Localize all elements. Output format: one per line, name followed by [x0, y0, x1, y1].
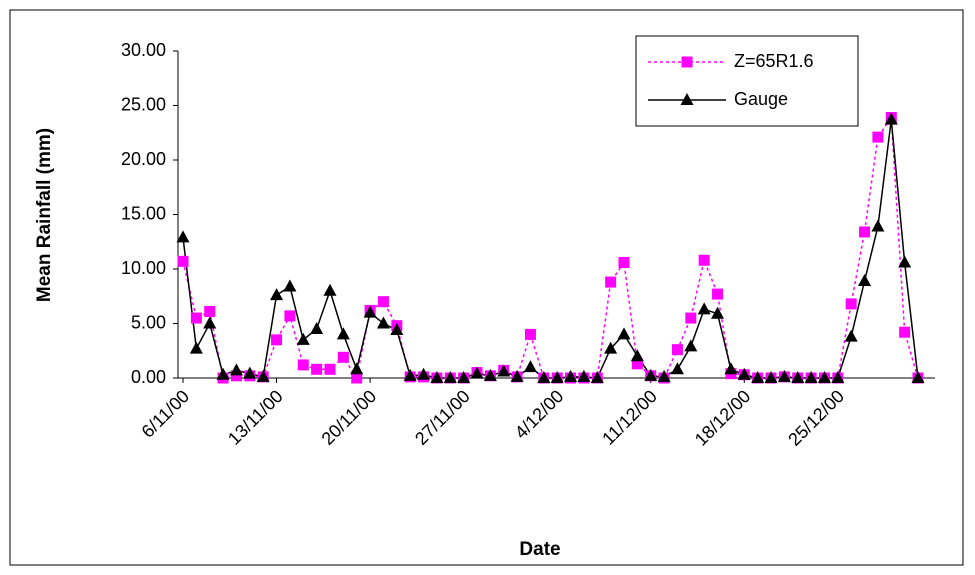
- x-axis-title: Date: [519, 539, 560, 560]
- data-point: [884, 112, 898, 125]
- data-point: [256, 369, 270, 382]
- data-point: [737, 367, 751, 380]
- data-point: [270, 288, 284, 301]
- data-point: [777, 369, 791, 382]
- data-point: [724, 362, 738, 375]
- y-axis-title: Mean Rainfall (mm): [34, 128, 55, 302]
- data-point: [871, 219, 885, 232]
- data-point: [337, 351, 349, 363]
- data-point: [203, 316, 217, 329]
- data-point: [377, 296, 389, 308]
- data-point: [323, 283, 337, 296]
- data-point: [617, 327, 631, 340]
- legend-marker: [681, 56, 693, 68]
- data-point: [363, 305, 377, 318]
- data-point: [497, 364, 511, 377]
- data-point: [324, 363, 336, 375]
- data-point: [817, 371, 831, 383]
- data-point: [577, 369, 591, 382]
- data-point: [697, 302, 711, 315]
- data-point: [311, 363, 323, 375]
- data-point: [631, 358, 643, 370]
- data-point: [764, 371, 778, 383]
- data-point: [176, 230, 190, 243]
- y-tick-label: 5.00: [131, 312, 166, 332]
- data-point: [230, 370, 242, 382]
- y-tick-label: 25.00: [121, 94, 166, 114]
- data-point: [510, 369, 524, 382]
- y-tick-label: 10.00: [121, 258, 166, 278]
- data-point: [630, 349, 644, 362]
- data-point: [190, 312, 202, 324]
- data-point: [243, 366, 257, 379]
- data-point: [711, 306, 725, 319]
- data-point: [350, 362, 364, 375]
- legend-label: Z=65R1.6: [734, 51, 814, 71]
- data-point: [671, 344, 683, 356]
- data-point: [899, 326, 911, 338]
- data-point: [844, 329, 858, 342]
- legend-box: [635, 35, 859, 127]
- y-tick-label: 20.00: [121, 149, 166, 169]
- data-point: [177, 255, 189, 267]
- data-point: [712, 288, 724, 300]
- data-point: [684, 339, 698, 352]
- data-point: [859, 226, 871, 238]
- y-tick-label: 30.00: [121, 40, 166, 60]
- data-point: [189, 341, 203, 354]
- data-point: [590, 371, 604, 383]
- data-point: [911, 371, 925, 383]
- data-point: [470, 366, 484, 379]
- data-point: [351, 372, 363, 384]
- y-tick-label: 0.00: [131, 367, 166, 387]
- data-point: [297, 359, 309, 371]
- data-point: [618, 256, 630, 268]
- data-point: [443, 371, 457, 383]
- data-point: [284, 310, 296, 322]
- data-point: [845, 298, 857, 310]
- data-point: [537, 371, 551, 383]
- data-point: [751, 371, 765, 383]
- data-point: [376, 316, 390, 329]
- data-point: [858, 273, 872, 286]
- data-point: [550, 371, 564, 383]
- data-point: [216, 367, 230, 380]
- data-point: [417, 367, 431, 380]
- data-point: [791, 371, 805, 383]
- data-point: [390, 323, 404, 336]
- data-point: [430, 371, 444, 383]
- data-point: [657, 369, 671, 382]
- data-point: [564, 369, 578, 382]
- data-point: [310, 321, 324, 334]
- data-point: [685, 312, 697, 324]
- data-point: [644, 368, 658, 381]
- y-tick-label: 15.00: [121, 203, 166, 223]
- data-point: [698, 254, 710, 266]
- legend-marker: [680, 93, 694, 105]
- data-point: [524, 328, 536, 340]
- data-point: [604, 341, 618, 354]
- data-point: [831, 371, 845, 383]
- data-point: [229, 363, 243, 376]
- data-point: [523, 360, 537, 373]
- data-point: [403, 368, 417, 381]
- data-point: [804, 371, 818, 383]
- data-point: [283, 279, 297, 292]
- data-point: [296, 332, 310, 345]
- data-point: [605, 276, 617, 288]
- data-point: [204, 306, 216, 318]
- data-point: [483, 368, 497, 381]
- data-point: [271, 334, 283, 346]
- legend: Z=65R1.6 Gauge: [635, 35, 859, 127]
- data-point: [457, 371, 471, 383]
- data-point: [336, 327, 350, 340]
- legend-label: Gauge: [734, 89, 788, 109]
- data-point: [872, 131, 884, 143]
- data-point: [898, 255, 912, 268]
- data-point: [670, 362, 684, 375]
